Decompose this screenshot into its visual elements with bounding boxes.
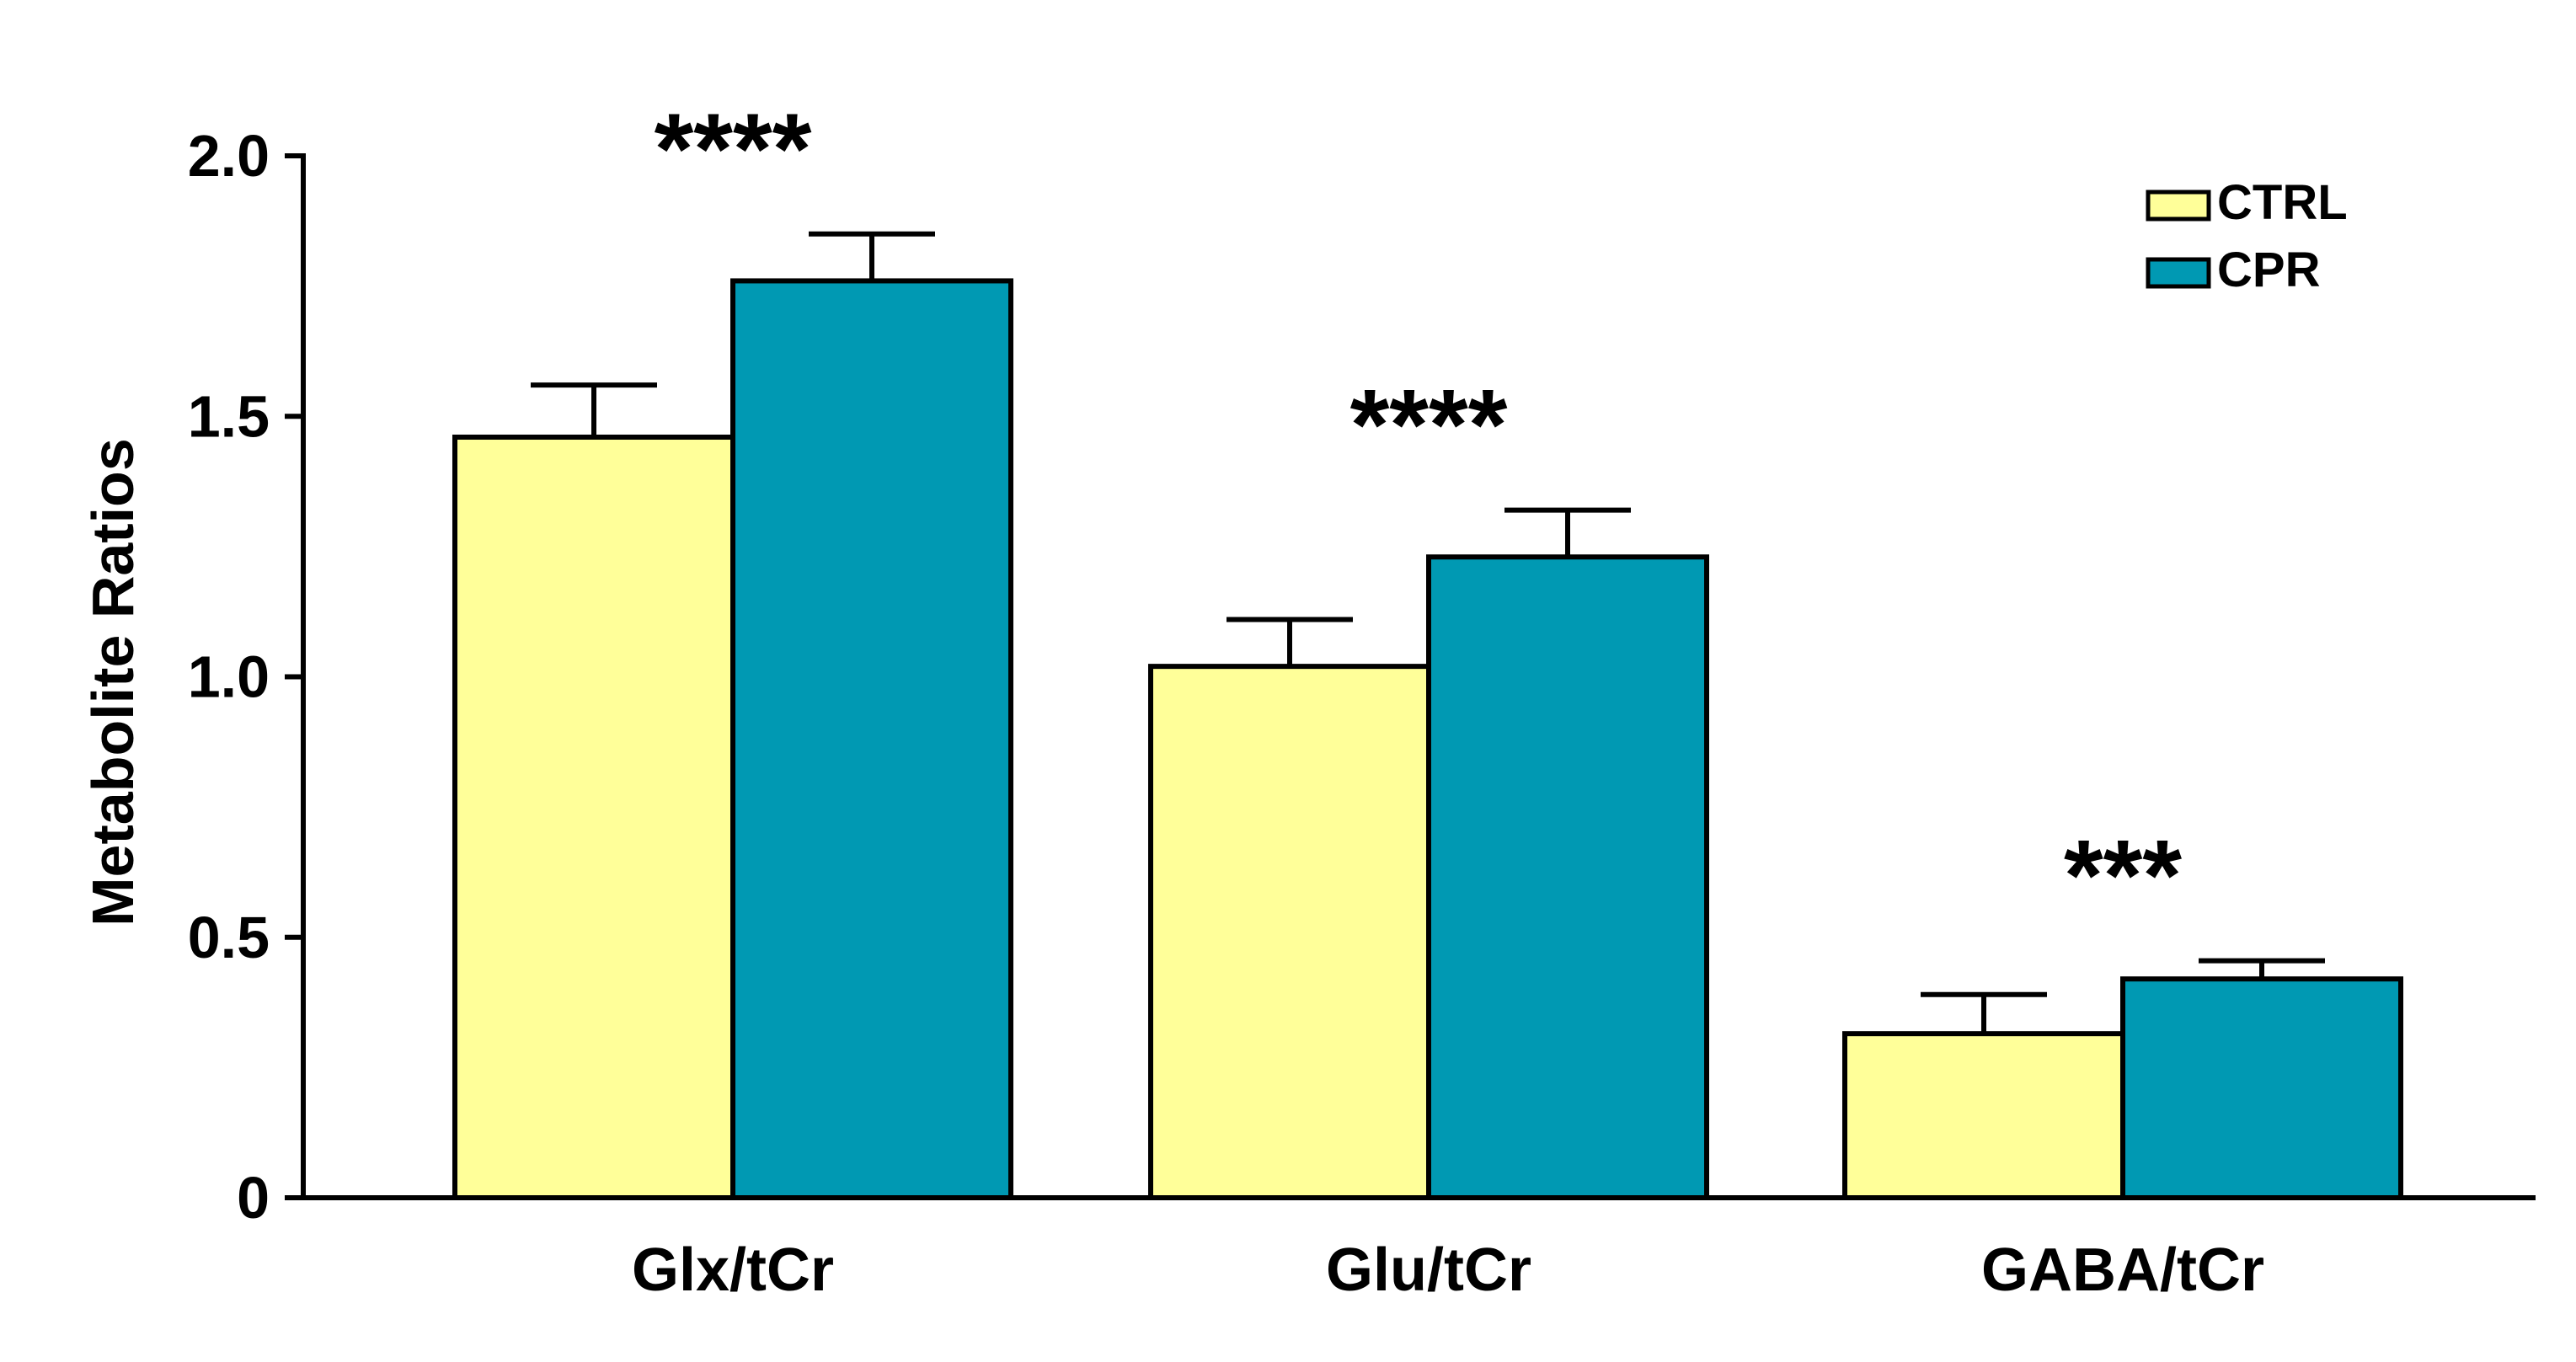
y-tick-label: 1.0 <box>188 644 270 710</box>
legend-label-ctrl: CTRL <box>2217 175 2348 230</box>
legend: CTRL CPR <box>2146 175 2348 297</box>
x-tick-label: Glx/tCr <box>632 1236 834 1304</box>
error-bars-layer <box>531 231 2325 1034</box>
significance-label: **** <box>655 93 812 206</box>
significance-label: *** <box>2064 820 2182 932</box>
annotations-layer: *********** <box>655 93 2183 932</box>
bar-ctrl-glu-tcr <box>1148 664 1431 1200</box>
bar-cpr-gaba-tcr <box>2120 976 2403 1200</box>
x-tick-label: GABA/tCr <box>1981 1236 2264 1304</box>
y-axis-label: Metabolite Ratios <box>80 438 146 927</box>
y-tick-label: 0 <box>237 1165 270 1231</box>
bar-cpr-glx-tcr <box>730 278 1013 1201</box>
y-ticks-layer: 0 0.5 1.0 1.5 2.0 <box>188 123 303 1231</box>
x-tick-label: Glu/tCr <box>1326 1236 1531 1304</box>
legend-swatch-ctrl <box>2146 190 2211 222</box>
y-tick-label: 0.5 <box>188 905 270 970</box>
bar-ctrl-gaba-tcr <box>1842 1031 2125 1200</box>
y-tick-label: 2.0 <box>188 123 270 189</box>
x-tick-labels-layer: Glx/tCr Glu/tCr GABA/tCr <box>632 1236 2264 1304</box>
bar-ctrl-glx-tcr <box>452 434 735 1200</box>
significance-label: **** <box>1350 369 1508 482</box>
bar-cpr-glu-tcr <box>1426 554 1709 1200</box>
y-tick-label: 1.5 <box>188 383 270 449</box>
legend-swatch-cpr <box>2146 257 2211 289</box>
legend-label-cpr: CPR <box>2217 243 2320 297</box>
